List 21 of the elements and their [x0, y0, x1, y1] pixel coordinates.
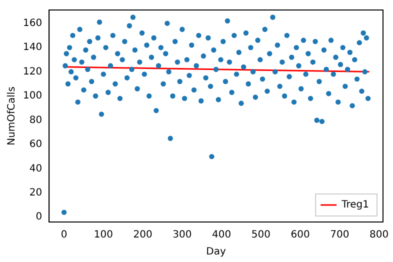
y-tick-label: 160 [22, 18, 42, 29]
y-axis-title: NumOfCalls [6, 86, 18, 146]
legend-label: Treg1 [340, 200, 370, 211]
x-tick-label: 300 [172, 230, 192, 241]
x-tick-label: 700 [330, 230, 350, 241]
y-tick-label: 100 [22, 90, 42, 102]
x-axis-title: Day [206, 246, 226, 258]
x-tick-label: 0 [60, 230, 68, 241]
y-tick-label: 0 [36, 212, 42, 223]
y-tick-label: 120 [22, 66, 42, 78]
y-tick-label: 60 [29, 139, 42, 150]
x-tick-label: 600 [290, 230, 310, 241]
y-tick-label: 140 [22, 42, 42, 54]
x-tick-label: 500 [251, 230, 270, 241]
y-tick-label: 20 [29, 188, 42, 199]
x-tick-label: 200 [133, 230, 152, 241]
x-tick-label: 100 [94, 230, 113, 241]
y-tick-label: 80 [29, 114, 42, 126]
x-tick-label: 800 [370, 230, 389, 241]
y-tick-label: 40 [29, 163, 42, 174]
x-tick-label: 400 [212, 230, 232, 241]
